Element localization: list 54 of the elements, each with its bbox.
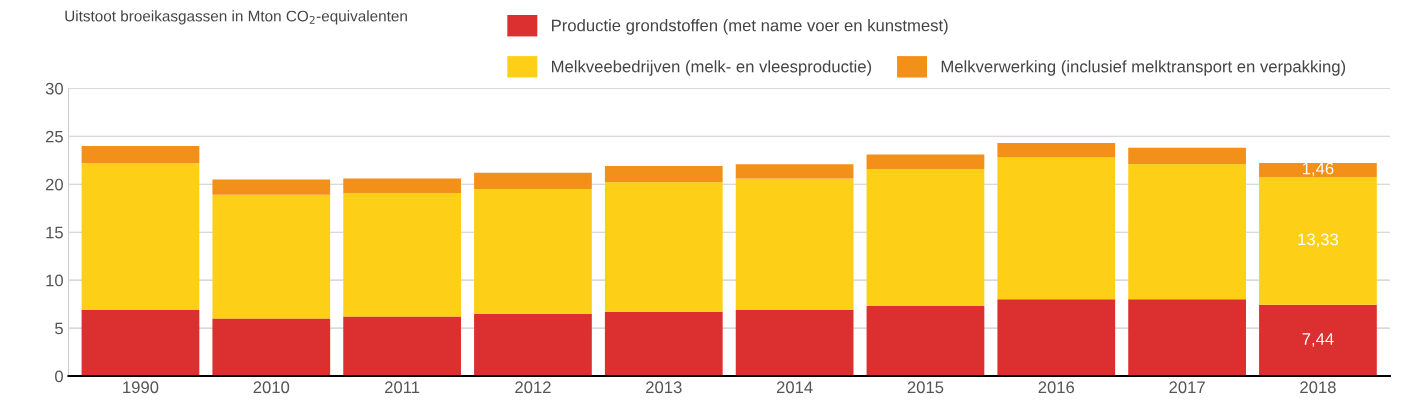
x-tick-label: 2012 (515, 381, 551, 394)
y-tick-label: 15 (46, 226, 63, 239)
bar (1259, 304, 1377, 377)
bar (1128, 147, 1246, 165)
x-tick-label: 2017 (1169, 381, 1205, 394)
bar (735, 164, 854, 179)
bar (604, 166, 723, 183)
bar (997, 143, 1116, 158)
y-tick-label: 25 (45, 130, 63, 143)
bar (866, 154, 985, 169)
bar (997, 299, 1116, 377)
x-tick-label: 2016 (1038, 381, 1075, 394)
y-tick-label: 20 (45, 178, 63, 191)
bar (604, 311, 723, 377)
bar (212, 194, 331, 319)
bar (343, 192, 461, 317)
data-label: 13,33 (1298, 233, 1339, 248)
bar (81, 309, 200, 377)
y-tick-label: 0 (55, 370, 63, 383)
bar (1259, 176, 1377, 305)
bar (1259, 162, 1377, 177)
bar (866, 168, 985, 307)
bar (81, 163, 200, 310)
bar (212, 318, 331, 377)
data-label: 1,46 (1302, 162, 1334, 177)
bar (474, 172, 592, 190)
y-axis-title: Uitstoot broeikasgassen in Mton CO$_{2}$-equivalenten (65, 10, 407, 25)
bar (474, 189, 592, 314)
bar (735, 309, 854, 377)
legend-label: Melkveebedrijven (melk- en vleesproductie) (552, 60, 872, 76)
y-tick-label: 10 (46, 274, 63, 287)
legend-label: Melkverwerking (inclusief melktransport en verpakking) (941, 60, 1346, 76)
bar (474, 313, 592, 377)
bar (866, 306, 985, 377)
x-tick-label: 2013 (646, 381, 682, 394)
bar (343, 316, 461, 377)
x-tick-label: 2010 (253, 381, 290, 394)
x-tick-label: 2018 (1300, 381, 1336, 394)
data-label: 7,44 (1302, 333, 1334, 347)
x-tick-label: 2011 (385, 381, 420, 394)
bar (1128, 299, 1246, 377)
legend-label: Productie grondstoffen (met name voer en kunstmest) (552, 19, 948, 35)
x-tick-label: 1990 (123, 381, 159, 394)
bar (81, 145, 200, 164)
y-tick-label: 5 (55, 322, 63, 335)
bar (212, 179, 331, 195)
y-tick-label: 30 (45, 82, 63, 95)
bar (735, 178, 854, 310)
bar (1128, 164, 1246, 300)
bar (997, 157, 1116, 300)
x-tick-label: 2015 (907, 381, 944, 394)
x-tick-label: 2014 (776, 381, 813, 394)
bar (604, 182, 723, 312)
bar (343, 178, 461, 193)
